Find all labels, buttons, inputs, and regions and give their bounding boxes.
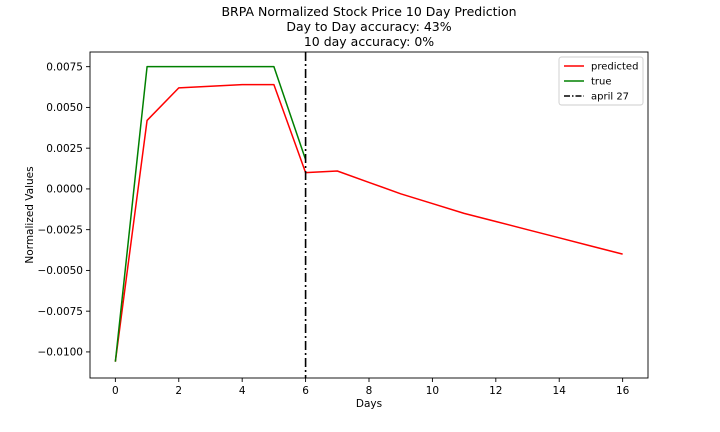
y-tick-label: −0.0025 xyxy=(37,224,83,236)
x-tick-label: 16 xyxy=(616,385,630,397)
y-axis-label: Normalized Values xyxy=(24,166,36,263)
y-tick-label: 0.0075 xyxy=(46,61,83,73)
y-tick-label: −0.0100 xyxy=(37,347,83,359)
series-line-true xyxy=(114,65,307,362)
y-tick-label: −0.0050 xyxy=(37,265,83,277)
x-tick-label: 12 xyxy=(489,385,502,397)
y-tick-label: −0.0075 xyxy=(37,306,83,318)
legend-label-april-27: april 27 xyxy=(591,92,629,103)
legend-label-predicted: predicted xyxy=(591,62,638,73)
x-tick-label: 2 xyxy=(175,385,182,397)
x-tick-label: 6 xyxy=(302,385,309,397)
chart-title-line-2: Day to Day accuracy: 43% xyxy=(286,19,452,34)
y-tick-label: 0.0050 xyxy=(46,102,83,114)
legend: predicted true april 27 xyxy=(558,56,644,106)
x-axis-label: Days xyxy=(356,398,382,410)
chart-title-line-3: 10 day accuracy: 0% xyxy=(303,34,435,49)
series-layer xyxy=(114,52,623,378)
x-tick-label: 14 xyxy=(553,385,567,397)
plot-background xyxy=(90,52,648,378)
plot-area xyxy=(90,52,648,378)
legend-box xyxy=(558,56,644,106)
x-tick-label: 4 xyxy=(239,385,246,397)
x-tick-label: 10 xyxy=(426,385,439,397)
chart-title-line-1: BRPA Normalized Stock Price 10 Day Predi… xyxy=(221,4,517,19)
legend-label-true: true xyxy=(591,77,612,88)
y-tick-label: 0.0000 xyxy=(46,184,83,196)
x-tick-label: 8 xyxy=(366,385,373,397)
x-tick-label: 0 xyxy=(112,385,119,397)
axes-layer: 0 2 4 6 8 10 12 14 16 −0.0100 −0.0075 −0.0050 −0.002… xyxy=(37,51,649,397)
series-line-predicted xyxy=(114,83,623,362)
y-tick-label: 0.0025 xyxy=(46,143,83,155)
